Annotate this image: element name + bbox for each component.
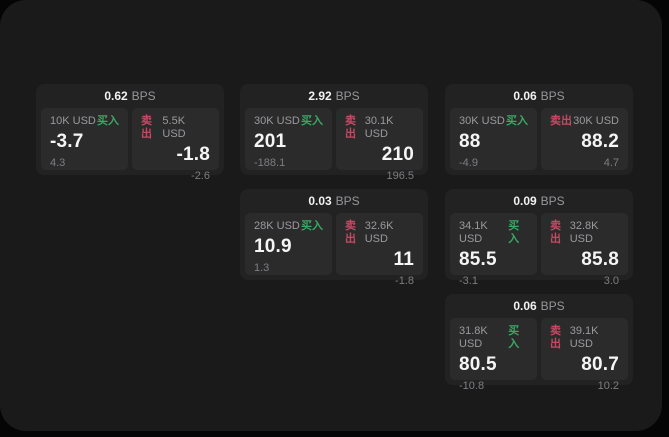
buy-size: 31.8K USD	[459, 325, 488, 350]
quote-card: 0.03 BPS 28K USD 买入 10.9 1.3 卖出 32.6K US…	[240, 189, 428, 287]
buy-delta: -4.9	[459, 157, 478, 169]
bps-unit-label: BPS	[335, 194, 360, 208]
sell-delta: 10.2	[597, 380, 619, 392]
bps-value: 0.06	[513, 299, 537, 313]
sell-side-label: 卖出	[345, 220, 356, 245]
sell-quote-cell[interactable]: 卖出 32.6K USD 11 -1.8	[336, 213, 423, 287]
sell-price: 80.7	[581, 354, 619, 375]
bps-value: 0.03	[308, 194, 332, 208]
card-header: 0.06 BPS	[445, 294, 633, 318]
bps-unit-label: BPS	[335, 89, 360, 103]
card-header: 0.09 BPS	[445, 189, 633, 213]
quote-card: 0.06 BPS 30K USD 买入 88 -4.9 卖出 30K USD	[445, 84, 633, 175]
buy-size: 10K USD	[50, 115, 96, 127]
bps-unit-label: BPS	[540, 299, 565, 313]
buy-size: 30K USD	[254, 115, 300, 127]
quote-card: 0.06 BPS 31.8K USD 买入 80.5 -10.8 卖出 39.1…	[445, 294, 633, 392]
sell-delta: -2.6	[191, 170, 210, 182]
sell-price: 11	[393, 249, 414, 270]
buy-size: 34.1K USD	[459, 220, 488, 245]
bps-value: 0.06	[513, 89, 537, 103]
buy-delta: -3.1	[459, 275, 478, 287]
bps-unit-label: BPS	[131, 89, 156, 103]
sell-quote-cell[interactable]: 卖出 30K USD 88.2 4.7	[541, 108, 628, 170]
sell-quote-cell[interactable]: 卖出 5.5K USD -1.8 -2.6	[132, 108, 219, 182]
buy-size: 28K USD	[254, 220, 300, 232]
buy-side-label: 买入	[97, 115, 119, 127]
bps-value: 0.62	[104, 89, 128, 103]
sell-quote-cell[interactable]: 卖出 30.1K USD 210 196.5	[336, 108, 423, 182]
bps-value: 0.09	[513, 194, 537, 208]
sell-size: 39.1K USD	[569, 325, 599, 350]
buy-quote-cell[interactable]: 30K USD 买入 88 -4.9	[450, 108, 537, 170]
sell-price: 210	[381, 144, 414, 165]
sell-size: 30K USD	[573, 115, 619, 127]
buy-price: 10.9	[254, 236, 292, 257]
sell-price: 88.2	[581, 131, 619, 152]
buy-price: 201	[254, 131, 287, 152]
buy-side-label: 买入	[301, 220, 323, 232]
card-header: 0.06 BPS	[445, 84, 633, 108]
buy-quote-cell[interactable]: 28K USD 买入 10.9 1.3	[245, 213, 332, 275]
buy-size: 30K USD	[459, 115, 505, 127]
sell-delta: -1.8	[395, 275, 414, 287]
sell-delta: 4.7	[603, 157, 619, 169]
buy-quote-cell[interactable]: 34.1K USD 买入 85.5 -3.1	[450, 213, 537, 287]
buy-side-label: 买入	[508, 325, 520, 350]
sell-side-label: 卖出	[141, 115, 152, 140]
bps-unit-label: BPS	[540, 89, 565, 103]
sell-quote-cell[interactable]: 卖出 39.1K USD 80.7 10.2	[541, 318, 628, 392]
sell-side-label: 卖出	[550, 220, 561, 245]
buy-delta: -10.8	[459, 380, 485, 392]
quote-card: 0.62 BPS 10K USD 买入 -3.7 4.3 卖出 5.5K USD	[36, 84, 224, 182]
bps-unit-label: BPS	[540, 194, 565, 208]
sell-size: 5.5K USD	[162, 115, 186, 140]
buy-price: 85.5	[459, 249, 497, 270]
buy-side-label: 买入	[506, 115, 528, 127]
bps-value: 2.92	[308, 89, 332, 103]
quote-card: 2.92 BPS 30K USD 买入 201 -188.1 卖出 30.1K …	[240, 84, 428, 182]
sell-side-label: 卖出	[550, 325, 561, 350]
sell-delta: 196.5	[386, 170, 414, 182]
buy-side-label: 买入	[508, 220, 520, 245]
buy-price: -3.7	[50, 131, 84, 152]
buy-delta: -188.1	[254, 157, 286, 169]
sell-size: 32.8K USD	[569, 220, 599, 245]
sell-delta: 3.0	[603, 275, 619, 287]
buy-delta: 1.3	[254, 262, 270, 274]
sell-quote-cell[interactable]: 卖出 32.8K USD 85.8 3.0	[541, 213, 628, 287]
buy-quote-cell[interactable]: 10K USD 买入 -3.7 4.3	[41, 108, 128, 170]
buy-price: 88	[459, 131, 481, 152]
card-header: 2.92 BPS	[240, 84, 428, 108]
sell-price: -1.8	[176, 144, 210, 165]
quotes-panel: 0.62 BPS 10K USD 买入 -3.7 4.3 卖出 5.5K USD	[0, 0, 662, 431]
sell-size: 30.1K USD	[364, 115, 394, 140]
buy-quote-cell[interactable]: 30K USD 买入 201 -188.1	[245, 108, 332, 170]
sell-side-label: 卖出	[345, 115, 356, 140]
card-header: 0.03 BPS	[240, 189, 428, 213]
sell-size: 32.6K USD	[364, 220, 394, 245]
quote-card: 0.09 BPS 34.1K USD 买入 85.5 -3.1 卖出 32.8K…	[445, 189, 633, 287]
card-header: 0.62 BPS	[36, 84, 224, 108]
buy-price: 80.5	[459, 354, 497, 375]
buy-quote-cell[interactable]: 31.8K USD 买入 80.5 -10.8	[450, 318, 537, 392]
sell-price: 85.8	[581, 249, 619, 270]
sell-side-label: 卖出	[550, 115, 572, 127]
buy-side-label: 买入	[301, 115, 323, 127]
buy-delta: 4.3	[50, 157, 66, 169]
